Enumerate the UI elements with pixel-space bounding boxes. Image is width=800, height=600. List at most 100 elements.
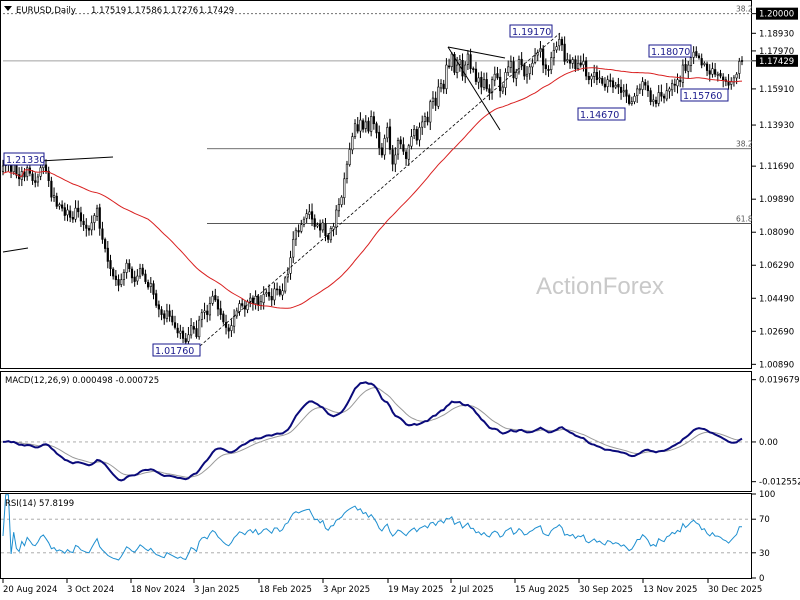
- candle-body: [509, 61, 512, 68]
- candle-body: [646, 85, 650, 92]
- candle-body: [474, 68, 478, 82]
- candle-body: [394, 154, 397, 165]
- trendline-wedge-upper: [447, 46, 506, 59]
- candle-body: [703, 62, 706, 65]
- candle-body: [606, 79, 609, 87]
- candle-body: [421, 121, 424, 128]
- candle-body: [278, 289, 281, 295]
- candle-body: [399, 139, 402, 145]
- candle-body: [310, 211, 314, 220]
- candle-body: [657, 92, 660, 104]
- candle-body: [480, 76, 483, 88]
- candle-body: [571, 59, 574, 64]
- candle-body: [418, 127, 421, 141]
- ohlc-open: 1.17519: [91, 6, 126, 16]
- candle-body: [681, 64, 684, 83]
- candle-body: [531, 62, 534, 68]
- candle-body: [324, 223, 327, 236]
- candle-body: [305, 213, 308, 219]
- candle-body: [58, 204, 61, 207]
- candle-body: [654, 99, 658, 104]
- candle-body: [410, 136, 413, 147]
- candle-body: [547, 68, 550, 71]
- ohlc-low: 1.17276: [163, 6, 198, 16]
- macd-tick-label: 0.00: [759, 438, 778, 448]
- annotation-label: 1.14670: [580, 110, 619, 121]
- candle-body: [265, 292, 268, 295]
- candle-body: [171, 315, 174, 323]
- candle-body: [727, 81, 730, 86]
- macd-line: [2, 381, 743, 482]
- candle-body: [437, 86, 440, 107]
- candle-body: [230, 325, 233, 331]
- x-tick-label: 3 Apr 2025: [323, 585, 370, 595]
- macd-series: 0.019679 0.00 -0.012552: [1, 376, 800, 488]
- candle-body: [249, 297, 252, 302]
- candle-body: [130, 268, 134, 279]
- candle-body: [165, 310, 169, 319]
- candle-body: [61, 204, 64, 209]
- candle-body: [26, 167, 29, 177]
- candle-body: [254, 295, 257, 305]
- price-tick-highlight: [756, 7, 798, 20]
- rsi-line: [2, 494, 742, 561]
- candle-body: [515, 72, 518, 79]
- candle-body: [243, 305, 246, 310]
- candle-body: [692, 51, 695, 58]
- candle-body: [152, 283, 155, 295]
- macd-pane[interactable]: [0, 371, 752, 492]
- candle-body: [227, 327, 230, 332]
- x-tick-label: 18 Nov 2024: [131, 585, 185, 595]
- candle-body: [289, 257, 292, 274]
- candle-body: [528, 66, 531, 74]
- candle-body: [238, 303, 241, 312]
- candle-body: [138, 268, 142, 277]
- price-tick-label: 1.13930: [759, 121, 794, 131]
- fib-level-label: 38.2: [736, 140, 753, 149]
- candle-body: [114, 275, 117, 281]
- candle-body: [273, 288, 276, 301]
- candle-body: [251, 297, 255, 304]
- watermark: ActionForex: [536, 273, 664, 300]
- candle-body: [431, 97, 435, 103]
- candle-body: [216, 299, 220, 310]
- candle-body: [413, 128, 416, 137]
- annotation-label: 1.18070: [651, 47, 690, 58]
- candle-body: [738, 61, 741, 74]
- candle-body: [496, 73, 499, 79]
- candle-body: [396, 139, 400, 155]
- candle-body: [195, 328, 198, 337]
- candle-body: [63, 207, 66, 216]
- rsi-tick-label: 70: [759, 515, 770, 525]
- candle-body: [203, 310, 206, 313]
- candle-body: [321, 222, 324, 231]
- candle-body: [348, 149, 351, 165]
- price-pane[interactable]: [0, 0, 752, 369]
- candle-body: [233, 316, 236, 327]
- candle-body: [375, 123, 378, 134]
- candle-body: [222, 313, 225, 323]
- candle-body: [700, 58, 703, 66]
- candle-body: [356, 124, 359, 132]
- candle-body: [722, 76, 725, 81]
- candle-body: [82, 220, 85, 225]
- candle-body: [359, 119, 362, 132]
- candle-body: [488, 88, 491, 93]
- candle-body: [544, 64, 547, 70]
- candle-body: [380, 147, 384, 156]
- candle-body: [466, 53, 469, 65]
- rsi-pane[interactable]: [0, 493, 752, 579]
- candle-body: [555, 46, 558, 51]
- candle-body: [316, 224, 319, 227]
- candle-body: [157, 304, 160, 310]
- candle-body: [386, 127, 389, 139]
- rsi-label: RSI(14) 57.8199: [5, 499, 74, 509]
- annotation-label: 1.19170: [512, 27, 551, 38]
- annotation-box: [152, 343, 201, 357]
- candle-body: [568, 59, 572, 64]
- x-tick-label: 3 Jan 2025: [194, 585, 240, 595]
- candle-body: [404, 151, 408, 159]
- collapse-arrow-icon[interactable]: [4, 6, 12, 11]
- price-tick-label: 1.09890: [759, 195, 794, 205]
- candle-body: [184, 338, 187, 343]
